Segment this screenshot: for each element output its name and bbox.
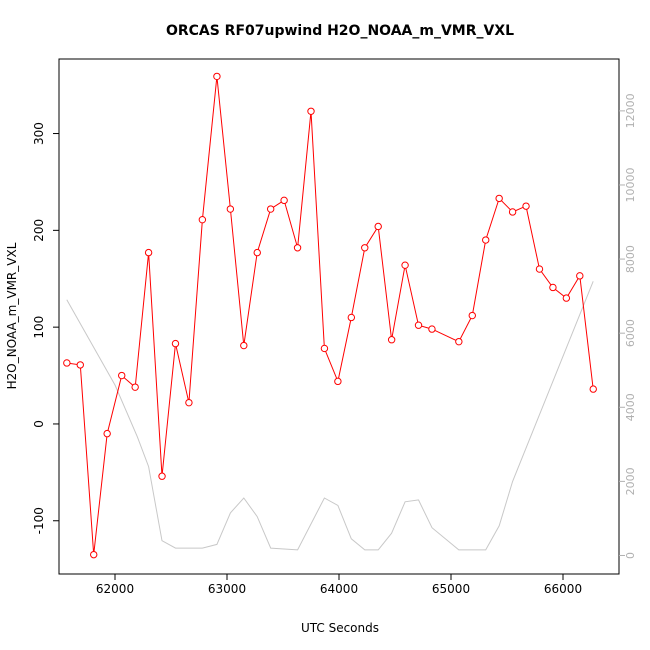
chart-title: ORCAS RF07upwind H2O_NOAA_m_VMR_VXL [166,23,514,39]
data-point [482,236,490,244]
data-point [361,244,369,252]
x-tick-label: 64000 [320,582,358,596]
data-point [253,248,261,257]
data-point [347,313,356,322]
data-point [428,325,436,333]
data-point [185,398,193,407]
data-point [320,344,329,353]
y2-tick-label: 8000 [624,245,637,273]
series-line-primary [66,76,594,555]
data-point [307,107,315,115]
y-tick-label: 100 [32,316,46,339]
data-point [266,205,275,213]
data-point [144,248,153,257]
data-point [63,359,71,367]
y2-tick-label: 4000 [624,393,637,421]
data-point [334,377,342,386]
data-point [589,385,597,393]
y-axis-label: H2O_NOAA_m_VMR_VXL [5,242,19,389]
y2-tick-label: 10000 [624,167,637,202]
data-point [387,336,396,344]
data-point [90,550,98,559]
plot-frame [58,58,620,575]
y2-tick-label: 12000 [624,93,637,128]
y-tick-label: 200 [32,219,46,242]
data-point [103,429,111,438]
data-point [226,205,235,213]
data-point [455,337,463,346]
data-point [118,371,126,380]
data-point [576,272,584,280]
right-y-axis: 0 2000 4000 6000 8000 10000 12000 [619,93,637,559]
x-tick-label: 63000 [208,582,246,596]
data-point [495,194,503,203]
data-point [414,321,423,329]
y-tick-label: 0 [32,420,46,428]
series-line-secondary [66,281,594,551]
x-axis: 62000 63000 64000 65000 66000 [96,574,582,596]
x-tick-label: 66000 [544,582,582,596]
y-tick-label: -100 [32,507,46,534]
data-point [240,341,248,350]
x-tick-label: 65000 [432,582,470,596]
data-point [131,383,139,391]
y2-tick-label: 2000 [624,467,637,495]
data-point [293,244,302,252]
series-layer [63,72,597,559]
data-point [213,72,221,81]
data-point [468,311,476,320]
data-point [374,222,382,231]
y2-tick-label: 6000 [624,319,637,347]
data-point [158,472,166,480]
y-axis: -100 0 100 200 300 [32,122,59,534]
y2-tick-label: 0 [624,552,637,559]
x-tick-label: 62000 [96,582,134,596]
data-point [535,265,544,273]
data-point [171,339,180,348]
data-point [280,196,288,205]
y-tick-label: 300 [32,122,46,145]
data-point [549,283,557,292]
data-point [562,294,571,302]
data-point [508,208,517,216]
data-point [401,261,409,269]
data-point [522,202,530,210]
data-point [198,215,207,224]
x-axis-label: UTC Seconds [301,621,379,635]
data-point [76,361,84,369]
